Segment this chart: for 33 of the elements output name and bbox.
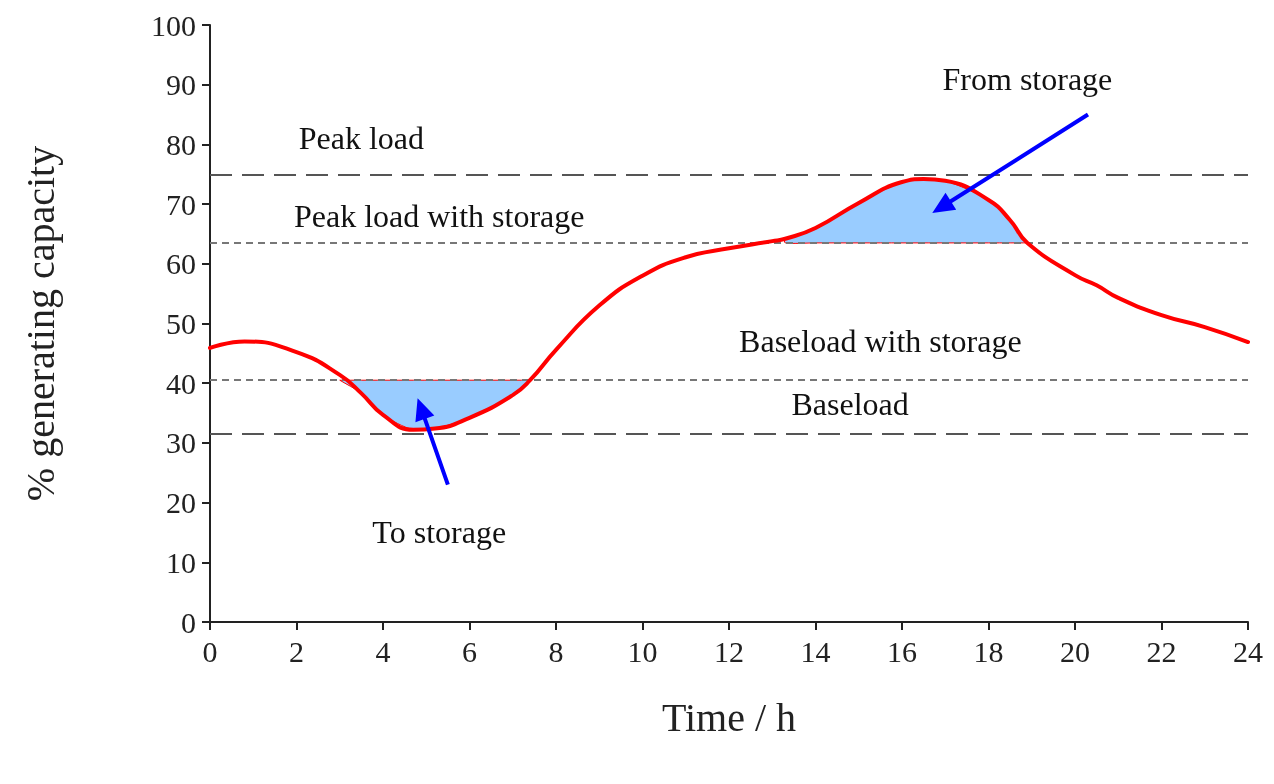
x-tick-label: 20 xyxy=(1060,634,1090,668)
y-tick-label: 90 xyxy=(166,68,196,102)
y-axis-title: % generating capacity xyxy=(17,145,63,502)
ref-line-label: Peak load xyxy=(298,120,425,157)
y-tick-label: 60 xyxy=(166,247,196,281)
y-tick-label: 80 xyxy=(166,127,196,161)
y-tick-label: 30 xyxy=(166,426,196,460)
x-tick-label: 12 xyxy=(714,634,744,668)
y-tick-label: 20 xyxy=(166,486,196,520)
x-tick-label: 24 xyxy=(1233,634,1263,668)
x-tick-label: 0 xyxy=(202,634,218,668)
ref-line-label: Baseload with storage xyxy=(739,323,1022,360)
x-tick-label: 14 xyxy=(800,634,831,668)
ref-line-label: Peak load with storage xyxy=(293,198,585,235)
y-tick-label: 0 xyxy=(181,605,196,639)
y-tick-label: 70 xyxy=(166,187,196,221)
line-series xyxy=(208,177,1250,432)
annotation: From storage xyxy=(942,60,1113,97)
x-tick-label: 22 xyxy=(1146,634,1177,668)
x-tick-label: 18 xyxy=(973,634,1004,668)
x-tick-label: 4 xyxy=(375,634,391,668)
y-tick-label: 10 xyxy=(166,545,196,579)
x-tick-label: 16 xyxy=(887,634,917,668)
y-tick-label: 100 xyxy=(151,8,196,42)
x-tick-label: 10 xyxy=(627,634,658,668)
y-tick-label: 50 xyxy=(166,307,196,340)
x-tick-label: 2 xyxy=(289,634,304,668)
x-tick-label: 6 xyxy=(462,634,477,668)
y-tick-label: 40 xyxy=(166,366,196,400)
annotation: To storage xyxy=(372,514,507,551)
ref-line-label: Baseload xyxy=(791,386,909,423)
x-axis-title: Time / h xyxy=(661,694,797,740)
x-tick-label: 8 xyxy=(548,634,564,668)
